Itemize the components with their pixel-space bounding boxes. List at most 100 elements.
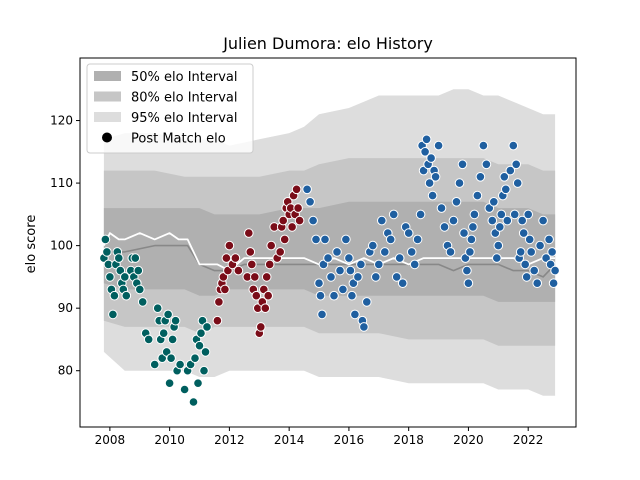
elo-point-2-101 [529,265,540,276]
legend-label-1: 80% elo Interval [131,91,238,106]
x-tick-label-1: 2010 [154,433,185,447]
elo-point-0-42 [179,384,190,395]
x-tick-label-6: 2020 [453,433,484,447]
y-tick-label-4: 120 [50,114,73,128]
plot-frame [79,57,577,428]
elo-point-0-34 [163,309,173,320]
elo-point-2-82 [496,209,507,220]
elo-point-0-4 [105,272,115,282]
elo-point-1-33 [278,215,289,226]
x-tick-label-3: 2014 [274,433,305,447]
elo-point-1-42 [291,184,302,195]
elo-point-1-28 [266,240,277,251]
elo-point-2-40 [406,247,417,257]
elo-point-2-10 [326,272,336,282]
elo-point-0-2 [102,247,112,257]
elo-point-2-81 [495,222,505,232]
legend-swatch-0 [94,71,121,81]
elo-point-1-5 [220,284,230,295]
elo-point-0-26 [149,359,160,370]
elo-point-2-3 [311,234,321,245]
elo-point-2-5 [315,290,326,301]
elo-point-2-16 [344,253,354,263]
elo-point-2-54 [433,140,444,151]
elo-point-1-26 [263,290,274,301]
elo-point-2-30 [377,215,387,226]
elo-point-0-10 [114,253,124,263]
elo-point-0-49 [194,340,205,351]
elo-point-1-14 [245,247,256,257]
elo-point-2-90 [511,159,522,170]
elo-point-2-86 [502,215,513,226]
elo-point-0-22 [135,284,145,295]
elo-point-2-108 [547,247,557,257]
elo-point-2-29 [374,259,384,270]
elo-point-1-11 [233,265,244,276]
elo-point-2-43 [415,209,426,220]
elo-point-2-31 [380,247,390,257]
y-tick-label-2: 100 [50,239,73,253]
elo-point-1-13 [244,228,254,238]
elo-point-0-27 [152,303,163,314]
x-tick-label-2: 2012 [214,433,245,447]
elo-point-2-21 [353,272,363,282]
elo-point-2-4 [314,278,324,289]
y-axis-label: elo score [24,215,39,274]
elo-point-2-2 [308,215,318,226]
elo-point-2-61 [454,178,465,188]
elo-point-0-37 [167,334,178,345]
elo-point-0-15 [121,290,132,301]
plot-area [99,89,560,407]
elo-point-2-1 [305,197,315,207]
elo-point-1-34 [279,234,290,245]
y-tick-label-3: 110 [50,176,73,190]
elo-point-1-21 [256,322,266,332]
elo-point-2-12 [332,247,342,257]
elo-point-0-1 [100,234,111,245]
elo-point-0-6 [108,309,118,320]
elo-point-0-53 [200,347,211,357]
elo-point-2-67 [465,247,475,257]
band-50-interval [103,201,556,302]
elo-point-1-18 [251,290,262,301]
elo-point-0-7 [109,290,120,301]
elo-point-0-35 [164,378,175,389]
y-tick-label-0: 80 [58,364,73,378]
elo-point-0-19 [130,253,141,263]
elo-point-2-53 [430,172,441,182]
elo-point-2-100 [526,247,537,257]
elo-point-2-14 [338,284,348,295]
legend-label-0: 50% elo Interval [131,70,238,85]
elo-point-2-41 [409,259,420,270]
elo-point-2-93 [515,247,526,257]
elo-point-0-39 [170,315,181,326]
elo-point-1-39 [287,222,297,232]
elo-point-1-25 [261,272,272,282]
elo-point-2-71 [472,190,483,201]
elo-point-2-96 [520,259,531,270]
elo-point-0-45 [188,397,199,407]
elo-point-2-24 [359,322,369,332]
elo-point-0-21 [133,265,144,276]
legend-swatch-1 [94,91,121,102]
elo-point-2-73 [478,140,489,151]
elo-point-1-0 [212,315,223,326]
elo-point-2-87 [505,165,516,176]
elo-point-2-109 [548,278,559,289]
elo-point-2-9 [323,253,333,263]
elo-point-0-54 [202,322,212,332]
elo-point-1-1 [214,297,224,307]
elo-point-0-48 [193,378,203,389]
elo-point-2-37 [397,278,408,289]
elo-point-1-17 [250,272,260,282]
elo-point-2-0 [302,184,312,195]
elo-point-2-66 [463,278,474,289]
elo-point-2-76 [487,215,498,226]
elo-point-2-17 [345,265,356,276]
elo-point-1-10 [230,253,241,263]
elo-point-2-102 [532,278,543,289]
x-tick-label-0: 2008 [95,433,126,447]
legend-box [86,63,254,154]
elo-point-2-15 [341,234,351,245]
elo-point-2-6 [317,309,327,320]
